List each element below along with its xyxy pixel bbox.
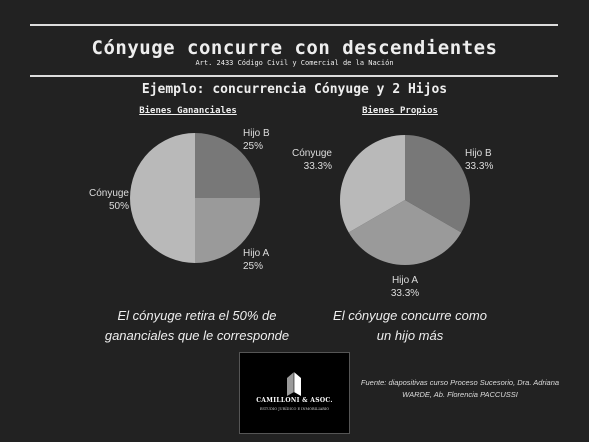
page-subtitle: Art. 2433 Código Civil y Comercial de la… [195, 59, 394, 67]
chart-title-propios: Bienes Propios [362, 106, 438, 116]
pie-slice-0-0 [195, 133, 260, 198]
caption-propios: El cónyuge concurre como un hijo más [333, 308, 487, 343]
top-divider [30, 24, 558, 26]
page-title: Cónyuge concurre con descendientes [91, 37, 498, 59]
pie-slice-0-1 [195, 198, 260, 263]
building-icon [287, 372, 301, 396]
logo-tagline: ESTUDIO JURÍDICO E INMOBILIARIO [259, 407, 330, 411]
source-note: Fuente: diapositivas curso Proceso Suces… [360, 378, 560, 399]
pie-slice-1-2 [340, 135, 405, 233]
pie-slice-0-2 [130, 133, 195, 263]
slice-label-0-0: Hijo B 25% [243, 128, 270, 152]
chart-title-gananciales: Bienes Gananciales [139, 106, 237, 116]
firm-logo: CAMILLONI & ASOC. ESTUDIO JURÍDICO E INM… [239, 352, 350, 434]
pie-slice-1-0 [405, 135, 470, 233]
bottom-divider [30, 75, 558, 77]
logo-name: CAMILLONI & ASOC. [256, 397, 333, 404]
slice-label-1-1: Hijo A 33.3% [391, 275, 419, 299]
slice-label-0-2: Cónyuge 50% [89, 188, 129, 212]
pie-slice-1-1 [348, 200, 462, 265]
slice-label-0-1: Hijo A 25% [243, 248, 269, 272]
slice-label-1-0: Hijo B 33.3% [465, 148, 493, 172]
example-heading: Ejemplo: concurrencia Cónyuge y 2 Hijos [141, 82, 448, 97]
slice-label-1-2: Cónyuge 33.3% [292, 148, 332, 172]
caption-gananciales: El cónyuge retira el 50% de gananciales … [104, 308, 290, 343]
